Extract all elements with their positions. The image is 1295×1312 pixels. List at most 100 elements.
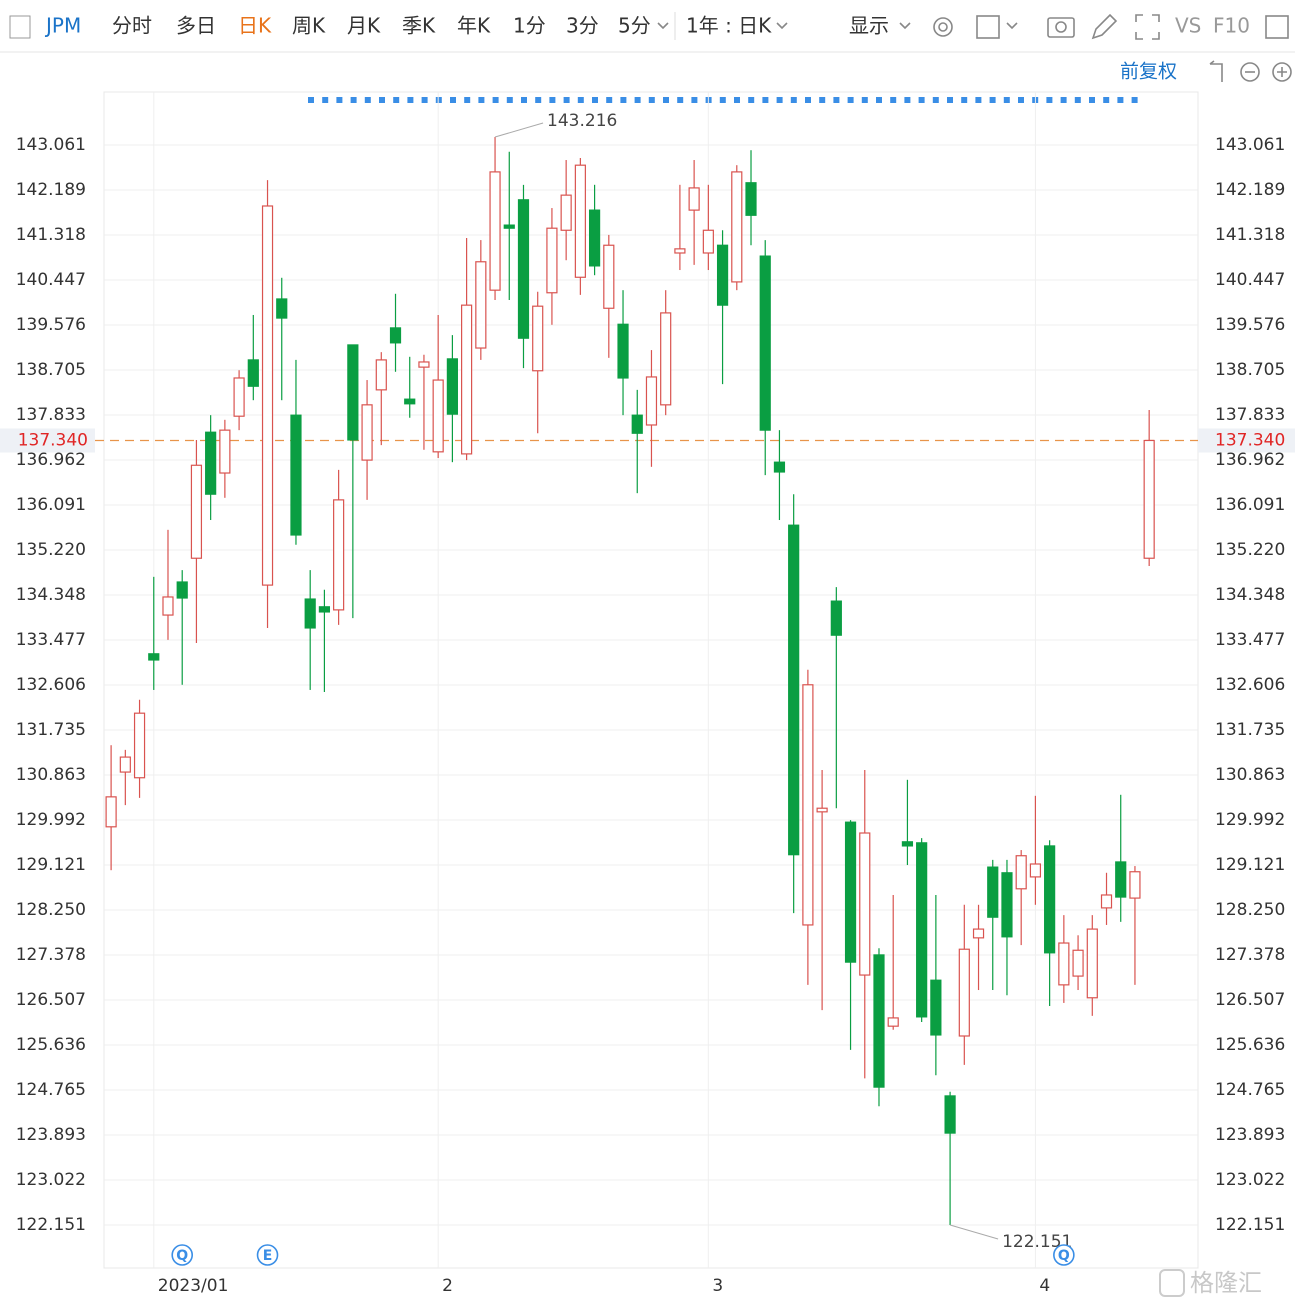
y2-tick-label: 130.863 bbox=[1215, 765, 1285, 785]
y-tick-label: 134.348 bbox=[16, 585, 86, 605]
y-tick-label: 125.636 bbox=[16, 1035, 86, 1055]
tab[interactable]: 5分 bbox=[618, 14, 651, 38]
tab[interactable]: 周K bbox=[292, 14, 326, 38]
y-tick-label: 139.576 bbox=[16, 315, 86, 335]
candle-body bbox=[716, 244, 729, 306]
y2-tick-label: 126.507 bbox=[1215, 990, 1285, 1010]
chevron[interactable] bbox=[776, 22, 788, 30]
panel-toggle[interactable] bbox=[9, 15, 31, 39]
reset-icon[interactable] bbox=[1209, 60, 1223, 82]
y-tick-label: 133.477 bbox=[16, 630, 86, 650]
max-leader bbox=[494, 122, 544, 138]
f10-button[interactable]: F10 bbox=[1213, 14, 1250, 38]
y-tick-label: 123.022 bbox=[16, 1170, 86, 1190]
zoom-in-plus bbox=[1277, 67, 1287, 77]
tab[interactable]: 多日 bbox=[176, 14, 216, 38]
event-marker[interactable] bbox=[171, 1244, 194, 1266]
tab[interactable]: 3分 bbox=[566, 14, 599, 38]
event-marker[interactable] bbox=[256, 1244, 279, 1266]
y2-tick-label: 125.636 bbox=[1215, 1035, 1285, 1055]
y2-tick-label: 131.735 bbox=[1215, 720, 1285, 740]
tab[interactable]: 年K bbox=[457, 14, 491, 38]
fullscreen-icon[interactable] bbox=[1135, 14, 1160, 40]
event-marker[interactable] bbox=[1053, 1244, 1075, 1266]
candle-body bbox=[176, 581, 188, 599]
candle-body bbox=[759, 255, 771, 431]
y-tick-label: 129.121 bbox=[16, 855, 86, 875]
tab[interactable]: 季K bbox=[402, 14, 436, 38]
y-tick-label: 137.833 bbox=[16, 405, 86, 425]
tab[interactable]: 日K bbox=[238, 14, 272, 38]
candle-body bbox=[1029, 863, 1042, 878]
y-tick-label: 132.606 bbox=[16, 675, 86, 695]
y-tick-label: 129.992 bbox=[16, 810, 86, 830]
candle-body bbox=[987, 866, 999, 918]
candle-body bbox=[347, 344, 359, 441]
candle-body bbox=[333, 499, 345, 611]
zoom-out[interactable] bbox=[1240, 62, 1260, 82]
color-icon[interactable] bbox=[976, 15, 1000, 39]
candle-body bbox=[901, 841, 914, 847]
y-tick-label: 138.705 bbox=[16, 360, 86, 380]
y-tick-label: 128.250 bbox=[16, 900, 86, 920]
zoom-in[interactable] bbox=[1272, 62, 1292, 82]
candle-body bbox=[375, 359, 387, 391]
vs-button[interactable]: VS bbox=[1175, 14, 1201, 38]
candle-body bbox=[1001, 872, 1013, 938]
y-tick-label: 122.151 bbox=[16, 1215, 86, 1235]
chevron[interactable] bbox=[657, 22, 669, 30]
y2-tick-label: 135.220 bbox=[1215, 540, 1285, 560]
candle-body bbox=[532, 305, 544, 372]
candle-body bbox=[1115, 861, 1127, 898]
watermark-logo bbox=[1159, 1269, 1185, 1297]
candle-body bbox=[219, 429, 231, 474]
y-tick-label: 140.447 bbox=[16, 270, 86, 290]
candle-body bbox=[930, 979, 942, 1036]
chevron[interactable] bbox=[899, 22, 911, 30]
camera-icon[interactable] bbox=[1047, 17, 1075, 38]
candle-body bbox=[432, 379, 444, 453]
symbol[interactable]: JPM bbox=[44, 14, 81, 38]
y2-tick-label: 128.250 bbox=[1215, 900, 1285, 920]
y2-tick-label: 123.022 bbox=[1215, 1170, 1285, 1190]
watermark: 格隆汇 bbox=[1190, 1269, 1262, 1297]
candle-body bbox=[887, 1017, 899, 1027]
y-tick-label: 130.863 bbox=[16, 765, 86, 785]
sidebar-icon[interactable] bbox=[1265, 15, 1289, 39]
candle-body bbox=[702, 229, 714, 254]
candle-body bbox=[1086, 928, 1098, 999]
candle-body bbox=[674, 248, 686, 254]
candle-body bbox=[958, 948, 970, 1037]
candle-body bbox=[475, 261, 487, 349]
x-tick-label: 2023/01 bbox=[158, 1276, 229, 1296]
tab[interactable]: 分时 bbox=[112, 14, 152, 38]
tab[interactable]: 月K bbox=[347, 14, 381, 38]
last-price-tag bbox=[0, 428, 95, 453]
adjust-select[interactable]: 前复权 bbox=[1120, 61, 1177, 83]
event-label: E bbox=[263, 1248, 273, 1264]
y2-tick-label: 142.189 bbox=[1215, 180, 1285, 200]
display-select[interactable]: 显示 bbox=[849, 14, 889, 38]
chevron[interactable] bbox=[1006, 22, 1018, 30]
candle-body bbox=[119, 756, 131, 773]
candle-body bbox=[546, 227, 558, 294]
candle-body bbox=[1058, 942, 1070, 986]
event-label: Q bbox=[1058, 1248, 1070, 1264]
candle-body bbox=[745, 182, 757, 216]
pencil-icon[interactable] bbox=[1091, 13, 1118, 40]
max-label: 143.216 bbox=[547, 111, 617, 131]
settings-icon[interactable] bbox=[933, 17, 953, 37]
y-tick-label: 127.378 bbox=[16, 945, 86, 965]
range-select[interactable]: 1年 : 日K bbox=[686, 14, 772, 38]
y2-tick-label: 136.962 bbox=[1215, 450, 1285, 470]
event-label: Q bbox=[176, 1248, 188, 1264]
y-tick-label: 141.318 bbox=[16, 225, 86, 245]
y2-tick-label: 138.705 bbox=[1215, 360, 1285, 380]
candle-body bbox=[418, 361, 430, 368]
y-tick-label: 123.893 bbox=[16, 1125, 86, 1145]
candle-body bbox=[830, 600, 842, 636]
tab[interactable]: 1分 bbox=[513, 14, 546, 38]
candle-body bbox=[318, 606, 331, 613]
y2-tick-label: 123.893 bbox=[1215, 1125, 1285, 1145]
